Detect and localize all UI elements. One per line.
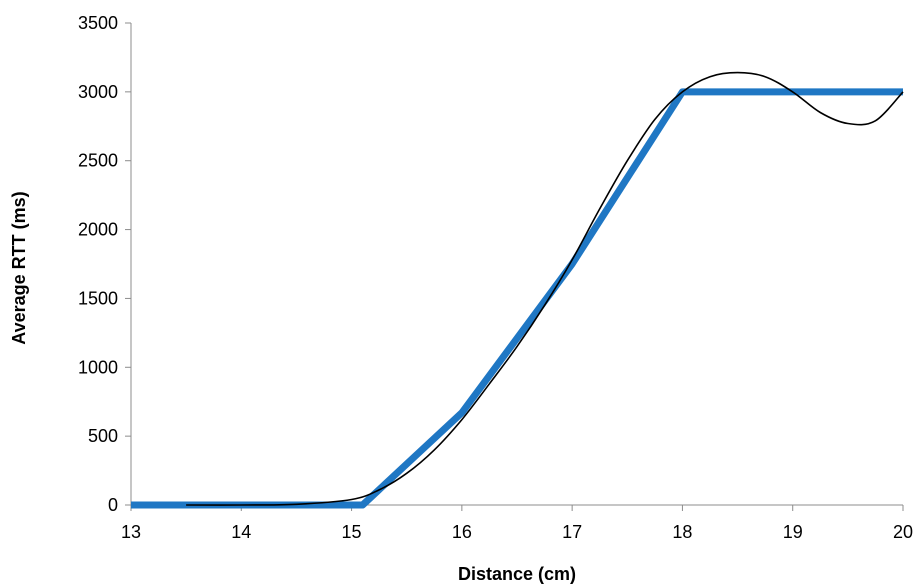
y-tick-label: 2500 bbox=[78, 151, 118, 171]
x-tick-label: 16 bbox=[452, 522, 472, 542]
y-tick-label: 3000 bbox=[78, 82, 118, 102]
x-tick-label: 14 bbox=[231, 522, 251, 542]
x-tick-label: 19 bbox=[783, 522, 803, 542]
series-layer bbox=[131, 71, 904, 509]
series-line-measured bbox=[131, 88, 903, 509]
y-tick-label: 1500 bbox=[78, 288, 118, 308]
y-tick-label: 2000 bbox=[78, 220, 118, 240]
axes: 0 500 1000 1500 2000 2500 3000 3500 13 14 15 16 17 18… bbox=[78, 13, 913, 542]
series-line-fit bbox=[186, 71, 904, 506]
y-tick-label: 3500 bbox=[78, 13, 118, 33]
x-axis-title: Distance (cm) bbox=[458, 564, 576, 584]
y-tick-label: 0 bbox=[108, 495, 118, 515]
y-axis-title: Average RTT (ms) bbox=[9, 191, 29, 344]
x-tick-label: 18 bbox=[672, 522, 692, 542]
x-tick-label: 15 bbox=[342, 522, 362, 542]
y-tick-label: 1000 bbox=[78, 357, 118, 377]
y-tick-label: 500 bbox=[88, 426, 118, 446]
x-tick-label: 13 bbox=[121, 522, 141, 542]
x-tick-label: 20 bbox=[893, 522, 913, 542]
x-tick-label: 17 bbox=[562, 522, 582, 542]
